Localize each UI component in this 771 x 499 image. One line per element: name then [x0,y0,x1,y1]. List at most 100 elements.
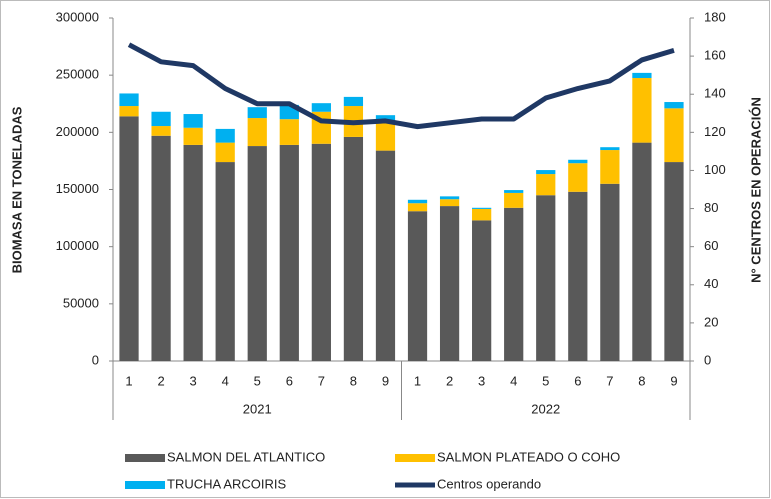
legend-label: SALMON DEL ATLANTICO [167,449,325,464]
bar [568,159,588,164]
bar [151,126,171,136]
bar [504,192,524,208]
bar [536,195,556,361]
bar [472,220,492,361]
bar [600,183,620,361]
bar [632,72,652,79]
bar [343,96,364,107]
bar [279,144,299,361]
bar [439,196,460,200]
bar [536,174,556,196]
group-label: 2021 [243,401,272,416]
bar [407,199,428,204]
x-tick-label: 3 [190,373,197,388]
bar [568,163,588,192]
legend-label: TRUCHA ARCOIRIS [167,476,287,491]
bar [439,206,460,361]
y-tick-label: 300000 [56,9,99,24]
y2-tick-label: 120 [704,124,726,139]
bar [151,111,171,127]
y2-tick-label: 0 [704,352,711,367]
y2-axis-label: N° CENTROS EN OPERACIÓN [748,97,763,283]
y-axis-label: BIOMASA EN TONELADAS [9,106,24,273]
x-tick-label: 8 [638,373,645,388]
x-tick-label: 5 [254,373,261,388]
bar [504,207,524,361]
x-tick-label: 8 [350,373,357,388]
group-label: 2022 [531,401,560,416]
legend-label: Centros operando [437,476,541,491]
x-tick-label: 2 [446,373,453,388]
bar [183,114,203,128]
y-tick-label: 50000 [63,295,99,310]
y2-tick-label: 40 [704,276,718,291]
bar [600,150,620,184]
bar [664,162,684,361]
bar [183,127,203,145]
y-tick-label: 200000 [56,124,99,139]
bar [439,199,460,207]
y-tick-label: 100000 [56,238,99,253]
y2-tick-label: 20 [704,314,718,329]
y2-tick-label: 140 [704,86,726,101]
bar [215,142,235,163]
x-tick-label: 9 [670,373,677,388]
bar [632,142,652,361]
x-tick-label: 6 [574,373,581,388]
bar [247,107,267,119]
x-tick-label: 7 [318,373,325,388]
line [127,42,675,130]
bar [375,150,396,361]
bar [311,103,331,112]
y2-tick-label: 80 [704,200,718,215]
legend-swatch [125,481,165,489]
bar [407,203,428,212]
bar [311,143,331,361]
bar [247,146,267,361]
x-tick-label: 9 [382,373,389,388]
x-tick-label: 2 [157,373,164,388]
bar [215,128,235,143]
x-tick-label: 1 [125,373,132,388]
bar [632,78,652,143]
legend-swatch [125,454,165,462]
bar [119,93,139,107]
bar [664,108,684,163]
bar [568,191,588,361]
bar [504,190,524,193]
y-tick-label: 150000 [56,181,99,196]
x-tick-label: 5 [542,373,549,388]
bar [119,116,139,362]
y2-tick-label: 60 [704,238,718,253]
y-tick-label: 0 [92,352,99,367]
y2-tick-label: 100 [704,162,726,177]
bar [279,119,299,145]
y-tick-label: 250000 [56,67,99,82]
bar [247,118,267,147]
bar [407,211,428,361]
x-tick-label: 7 [606,373,613,388]
x-tick-label: 1 [414,373,421,388]
bar [536,170,556,175]
bar [600,147,620,151]
y2-tick-label: 180 [704,9,726,24]
legend-label: SALMON PLATEADO O COHO [437,449,620,464]
bar [343,136,364,361]
bar [151,135,171,361]
x-tick-label: 3 [478,373,485,388]
bar [472,208,492,221]
bar [119,106,139,117]
bar [183,144,203,361]
x-tick-label: 4 [222,373,229,388]
x-tick-label: 6 [286,373,293,388]
bar [375,115,396,121]
legend-swatch [395,454,435,462]
bar [472,207,492,209]
bar [375,120,396,151]
bar [215,162,235,361]
x-tick-label: 4 [510,373,517,388]
y2-tick-label: 160 [704,48,726,63]
bar [664,102,684,109]
